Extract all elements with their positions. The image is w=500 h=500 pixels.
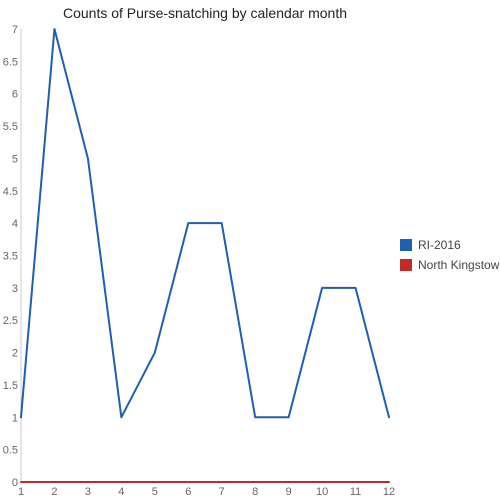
y-tick-label: 1.5 <box>3 380 18 392</box>
x-tick-label: 10 <box>316 486 328 498</box>
legend-label: RI-2016 <box>418 238 461 252</box>
y-tick-label: 0 <box>12 477 18 489</box>
y-tick-label: 6.5 <box>3 56 18 68</box>
series-line-ri-2016 <box>20 28 390 419</box>
x-tick-label: 9 <box>286 486 292 498</box>
x-tick-label: 4 <box>118 486 124 498</box>
legend-label: North Kingstown <box>418 258 500 272</box>
legend-swatch <box>400 239 412 251</box>
x-tick-label: 7 <box>219 486 225 498</box>
axis-layer: 00.511.522.533.544.555.566.571 2 3 4 5 6 7 8 9 10… <box>3 24 395 498</box>
y-tick-label: 2 <box>12 348 18 360</box>
y-tick-label: 3 <box>12 283 18 295</box>
legend-item[interactable]: RI-2016 <box>400 238 461 252</box>
x-tick-label: 12 <box>383 486 395 498</box>
y-tick-label: 3.5 <box>3 251 18 263</box>
y-tick-label: 4.5 <box>3 186 18 198</box>
x-tick-label: 6 <box>185 486 191 498</box>
legend-swatch <box>400 259 412 271</box>
y-tick-label: 2.5 <box>3 315 18 327</box>
y-tick-label: 5.5 <box>3 121 18 133</box>
x-tick-label: 3 <box>85 486 91 498</box>
x-tick-label: 11 <box>350 486 361 498</box>
y-tick-label: 6 <box>12 89 18 101</box>
chart-title: Counts of Purse-snatching by calendar mo… <box>63 5 347 21</box>
x-tick-label: 1 <box>18 486 24 498</box>
series-layer <box>20 28 390 483</box>
x-tick-label: 2 <box>51 486 57 498</box>
y-tick-label: 7 <box>12 24 18 36</box>
x-tick-label: 5 <box>152 486 158 498</box>
x-tick-label: 8 <box>252 486 258 498</box>
y-tick-label: 1 <box>12 412 18 424</box>
y-tick-label: 0.5 <box>3 445 18 457</box>
y-tick-label: 5 <box>12 153 18 165</box>
legend-item[interactable]: North Kingstown <box>400 258 500 272</box>
legend[interactable]: RI-2016 North Kingstown <box>400 238 500 272</box>
y-tick-label: 4 <box>12 218 18 230</box>
